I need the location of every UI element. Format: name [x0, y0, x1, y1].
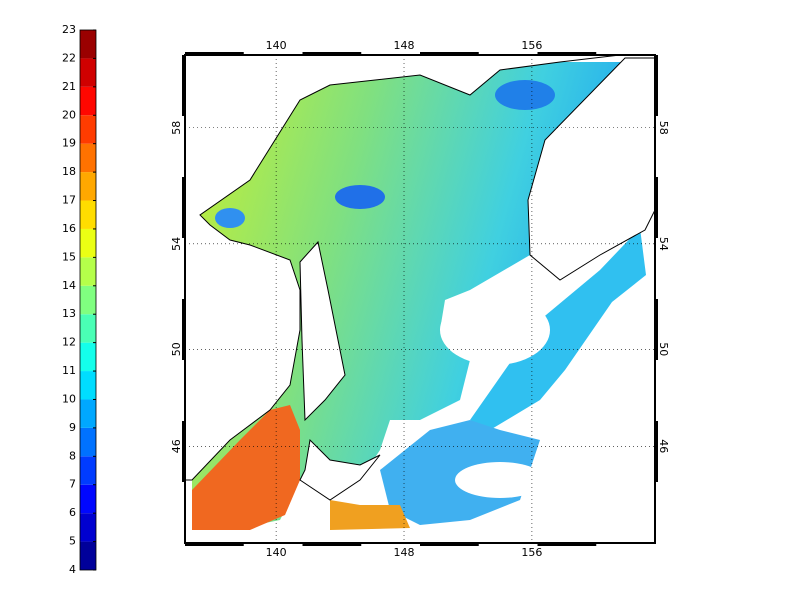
- colorbar-bin: [80, 513, 96, 542]
- y-tick-label: 58: [657, 121, 670, 135]
- colorbar-tick-label: 22: [62, 51, 76, 64]
- sea-area: [192, 62, 625, 530]
- warm-area: [192, 405, 300, 530]
- colorbar-tick-label: 13: [62, 307, 76, 320]
- y-tick-label: 54: [657, 237, 670, 251]
- colorbar-tick-label: 17: [62, 194, 76, 207]
- frame-segment: [182, 421, 185, 482]
- colorbar-bin: [80, 58, 96, 87]
- colorbar-frame: [79, 29, 97, 571]
- colorbar-tick-label: 4: [69, 563, 76, 576]
- colorbar-tick-label: 7: [69, 478, 76, 491]
- colorbar-tick-label: 15: [62, 250, 76, 263]
- colorbar-tick-label: 5: [69, 535, 76, 548]
- colorbar-bin: [80, 484, 96, 514]
- y-tick-label: 50: [657, 342, 670, 356]
- frame-segment: [537, 543, 597, 546]
- colorbar-tick-label: 6: [69, 506, 76, 519]
- colorbar-bin: [80, 30, 96, 59]
- y-tick-label: 46: [657, 439, 670, 453]
- y-tick-label: 54: [170, 237, 183, 251]
- colorbar-bin: [80, 200, 96, 229]
- cold-spot: [215, 208, 245, 228]
- colorbar-bin: [80, 314, 96, 343]
- cold-spot: [335, 185, 385, 209]
- colorbar-bin: [80, 371, 96, 400]
- pacific-area: [470, 228, 646, 430]
- y-tick-label: 58: [170, 121, 183, 135]
- colorbar-bin: [80, 86, 96, 116]
- colorbar-tick-label: 16: [62, 222, 76, 235]
- kamchatka: [527, 57, 655, 281]
- frame-segment: [302, 52, 362, 55]
- frame-segment: [182, 55, 185, 116]
- colorbar-bin: [80, 228, 96, 258]
- frame-segment: [655, 299, 658, 360]
- colorbar-tick-label: 18: [62, 165, 76, 178]
- colorbar-tick-label: 11: [62, 364, 76, 377]
- frame-segment: [655, 421, 658, 482]
- sst-field: [185, 55, 655, 530]
- colorbar-bin: [80, 342, 96, 372]
- frame-segment: [655, 177, 658, 238]
- colorbar-bin: [80, 456, 96, 485]
- colorbar-tick-label: 14: [62, 279, 76, 292]
- frame-segment: [537, 52, 597, 55]
- x-tick-label: 148: [394, 546, 415, 559]
- colorbar-bin: [80, 427, 96, 457]
- colorbar-bin: [80, 285, 96, 315]
- cold-spot: [495, 80, 555, 110]
- x-tick-label: 156: [521, 546, 542, 559]
- frame-segment: [420, 543, 479, 546]
- y-tick-label: 46: [170, 439, 183, 453]
- y-tick-label: 50: [170, 342, 183, 356]
- x-tick-label: 156: [521, 39, 542, 52]
- sakhalin: [299, 240, 346, 422]
- colorbar-tick-label: 23: [62, 23, 76, 36]
- frame-segment: [182, 299, 185, 360]
- colorbar-bin: [80, 257, 96, 286]
- x-tick-label: 140: [266, 39, 287, 52]
- missing-data: [455, 462, 545, 498]
- colorbar-bin: [80, 143, 96, 173]
- colorbar-bin: [80, 541, 96, 570]
- frame-segment: [420, 52, 479, 55]
- colorbar-tick-label: 9: [69, 421, 76, 434]
- colorbar-tick-label: 8: [69, 449, 76, 462]
- colorbar-tick-label: 21: [62, 80, 76, 93]
- colorbar-bin: [80, 172, 96, 201]
- x-tick-label: 140: [266, 546, 287, 559]
- frame-segment: [655, 55, 658, 116]
- warm-area: [330, 500, 410, 530]
- mainland: [185, 55, 621, 481]
- hokkaido: [299, 438, 381, 501]
- colorbar-tick-label: 19: [62, 137, 76, 150]
- frame-segment: [185, 52, 244, 55]
- colorbar-tick-label: 20: [62, 108, 76, 121]
- x-tick-label: 148: [394, 39, 415, 52]
- colorbar-bin: [80, 399, 96, 428]
- colorbar-tick-label: 12: [62, 336, 76, 349]
- frame-segment: [182, 177, 185, 238]
- frame-segment: [302, 543, 362, 546]
- missing-data: [440, 295, 550, 365]
- colorbar-tick-label: 10: [62, 392, 76, 405]
- colorbar-bin: [80, 115, 96, 144]
- frame-segment: [185, 543, 244, 546]
